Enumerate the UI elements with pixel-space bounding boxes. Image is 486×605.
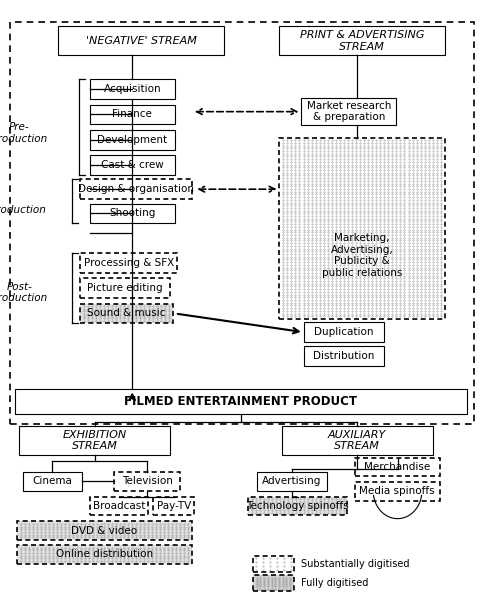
Bar bbox=[114, 472, 180, 491]
Text: Television: Television bbox=[122, 476, 173, 486]
Text: Online distribution: Online distribution bbox=[56, 549, 153, 560]
Bar bbox=[80, 304, 173, 324]
Bar bbox=[80, 278, 170, 298]
Text: AUXILIARY
STREAM: AUXILIARY STREAM bbox=[328, 430, 386, 451]
Bar bbox=[58, 27, 224, 55]
Bar bbox=[253, 575, 294, 591]
Bar bbox=[80, 179, 192, 199]
Text: Design & organisation: Design & organisation bbox=[78, 184, 194, 194]
Bar bbox=[282, 426, 433, 456]
Bar bbox=[19, 426, 170, 456]
Bar bbox=[279, 137, 445, 319]
Bar bbox=[17, 545, 192, 564]
Bar bbox=[153, 497, 194, 515]
Bar bbox=[253, 575, 294, 591]
Text: Acquisition: Acquisition bbox=[104, 84, 161, 94]
Text: Picture editing: Picture editing bbox=[87, 283, 163, 293]
Bar bbox=[23, 472, 82, 491]
Text: Substantially digitised: Substantially digitised bbox=[301, 559, 410, 569]
Bar bbox=[17, 522, 192, 540]
Text: Finance: Finance bbox=[112, 110, 153, 119]
Bar bbox=[15, 390, 467, 414]
Text: Market research
& preparation: Market research & preparation bbox=[307, 101, 391, 122]
Bar bbox=[90, 105, 175, 124]
Bar bbox=[248, 497, 347, 515]
Text: Cinema: Cinema bbox=[33, 476, 72, 486]
Text: Broadcast: Broadcast bbox=[93, 501, 145, 511]
Bar bbox=[301, 98, 396, 125]
Text: Shooting: Shooting bbox=[109, 208, 156, 218]
Text: 'NEGATIVE' STREAM: 'NEGATIVE' STREAM bbox=[86, 36, 196, 46]
Bar bbox=[80, 253, 177, 273]
Text: Marketing,
Advertising,
Publicity &
public relations: Marketing, Advertising, Publicity & publ… bbox=[322, 233, 402, 278]
Bar bbox=[90, 130, 175, 149]
Text: Advertising: Advertising bbox=[262, 476, 322, 486]
Bar bbox=[355, 482, 440, 500]
Bar bbox=[17, 545, 192, 564]
Text: Production: Production bbox=[0, 205, 46, 215]
Bar bbox=[90, 155, 175, 175]
Text: Development: Development bbox=[97, 135, 168, 145]
Bar bbox=[257, 472, 327, 491]
Bar bbox=[90, 79, 175, 99]
Bar bbox=[304, 322, 384, 342]
Text: Pay-TV: Pay-TV bbox=[156, 501, 191, 511]
Bar bbox=[355, 457, 440, 476]
Bar bbox=[248, 497, 347, 515]
Text: Media spinoffs: Media spinoffs bbox=[360, 486, 435, 496]
Text: Cast & crew: Cast & crew bbox=[101, 160, 164, 170]
Bar bbox=[279, 27, 445, 55]
Bar bbox=[304, 347, 384, 366]
Text: Pre-
production: Pre- production bbox=[0, 122, 48, 144]
Bar bbox=[17, 522, 192, 540]
Text: PRINT & ADVERTISING
STREAM: PRINT & ADVERTISING STREAM bbox=[300, 30, 424, 51]
Bar bbox=[80, 304, 173, 324]
Text: Processing & SFX: Processing & SFX bbox=[84, 258, 174, 268]
Text: Technology spinoffs: Technology spinoffs bbox=[246, 501, 349, 511]
Text: FILMED ENTERTAINMENT PRODUCT: FILMED ENTERTAINMENT PRODUCT bbox=[124, 395, 357, 408]
Bar bbox=[90, 203, 175, 223]
Text: Merchandise: Merchandise bbox=[364, 462, 431, 472]
Bar bbox=[90, 497, 148, 515]
Text: Distribution: Distribution bbox=[313, 352, 375, 361]
Text: DVD & video: DVD & video bbox=[71, 526, 138, 536]
Text: Post-
production: Post- production bbox=[0, 282, 48, 303]
Bar bbox=[253, 555, 294, 572]
Bar bbox=[10, 22, 474, 423]
Text: Fully digitised: Fully digitised bbox=[301, 578, 369, 588]
Text: Duplication: Duplication bbox=[314, 327, 374, 337]
Text: EXHIBITION
STREAM: EXHIBITION STREAM bbox=[63, 430, 127, 451]
Text: Sound & music: Sound & music bbox=[87, 309, 166, 318]
